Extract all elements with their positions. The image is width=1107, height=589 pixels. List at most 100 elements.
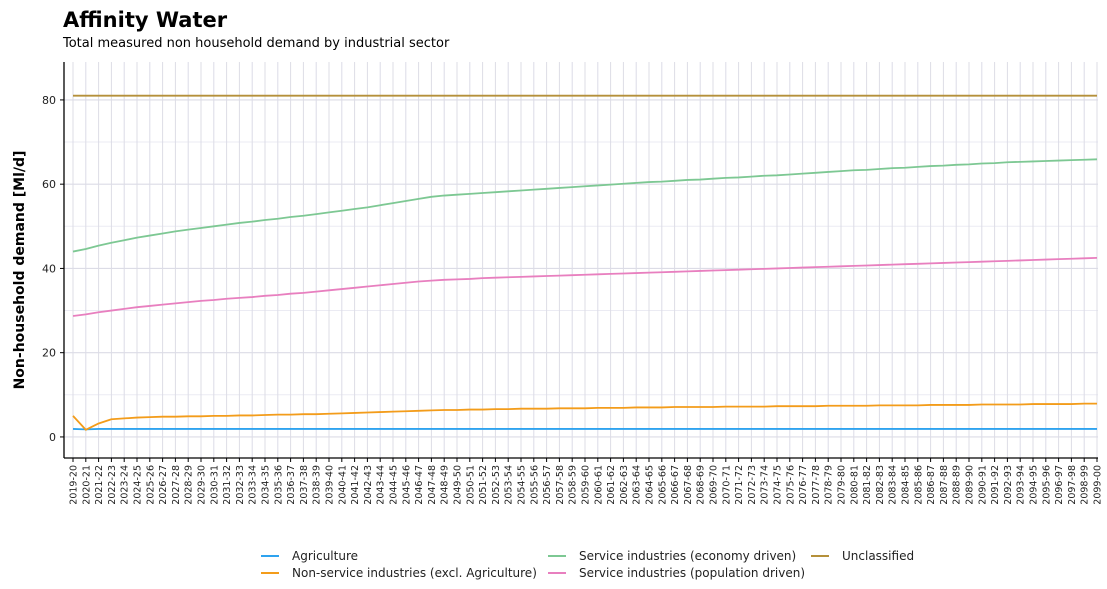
x-tick-label: 2062-63: [619, 465, 630, 505]
x-tick-label: 2020-21: [81, 465, 92, 505]
x-tick-label: 2039-40: [325, 465, 336, 505]
grid: [63, 62, 1098, 459]
x-tick-label: 2040-41: [337, 465, 348, 505]
x-tick-label: 2056-57: [542, 465, 553, 505]
x-tick-label: 2065-66: [657, 465, 668, 505]
x-tick-label: 2081-82: [862, 465, 873, 505]
x-tick-label: 2034-35: [261, 465, 272, 505]
x-tick-label: 2054-55: [517, 465, 528, 505]
series-line: [72, 158, 1098, 253]
y-tick-label: 40: [42, 262, 56, 275]
x-tick-label: 2098-99: [1080, 465, 1091, 505]
x-tick-label: 2079-80: [837, 465, 848, 505]
x-tick-label: 2093-94: [1016, 465, 1027, 505]
x-tick-label: 2078-79: [824, 465, 835, 505]
x-tick-label: 2041-42: [350, 465, 361, 505]
x-tick-label: 2045-46: [401, 465, 412, 505]
x-tick-label: 2030-31: [209, 465, 220, 505]
x-tick-label: 2033-34: [248, 465, 259, 505]
x-tick-label: 2071-72: [734, 465, 745, 505]
chart-title: Affinity Water: [63, 8, 228, 32]
x-tick-label: 2048-49: [440, 465, 451, 505]
x-tick-label: 2024-25: [133, 465, 144, 505]
x-tick-label: 2092-93: [1003, 465, 1014, 505]
x-tick-label: 2049-50: [453, 465, 464, 505]
x-tick-label: 2073-74: [760, 465, 771, 505]
x-tick-label: 2067-68: [683, 465, 694, 505]
x-tick-label: 2044-45: [389, 465, 400, 505]
x-tick-label: 2063-64: [632, 465, 643, 505]
y-tick-label: 20: [42, 347, 56, 360]
x-tick-label: 2060-61: [593, 465, 604, 505]
x-tick-label: 2057-58: [555, 465, 566, 505]
legend-label: Unclassified: [842, 549, 914, 563]
x-tick-label: 2058-59: [568, 465, 579, 505]
x-tick-label: 2097-98: [1067, 465, 1078, 505]
x-tick-label: 2035-36: [273, 465, 284, 505]
x-tick-label: 2099-00: [1093, 465, 1104, 505]
x-tick-label: 2052-53: [491, 465, 502, 505]
x-tick-label: 2086-87: [926, 465, 937, 505]
legend: Agriculture Non-service industries (excl.…: [261, 549, 914, 580]
x-tick-label: 2055-56: [529, 465, 540, 505]
series-lines: [72, 94, 1098, 431]
x-tick-label: 2074-75: [773, 465, 784, 505]
x-tick-label: 2083-84: [888, 465, 899, 505]
x-tick-label: 2088-89: [952, 465, 963, 505]
x-tick-label: 2038-39: [312, 465, 323, 505]
x-tick-label: 2043-44: [376, 465, 387, 505]
x-tick-label: 2075-76: [785, 465, 796, 505]
x-tick-label: 2095-96: [1041, 465, 1052, 505]
legend-label: Non-service industries (excl. Agricultur…: [292, 566, 537, 580]
legend-label: Service industries (population driven): [579, 566, 805, 580]
x-tick-label: 2021-22: [94, 465, 105, 505]
x-tick-label: 2080-81: [849, 465, 860, 505]
x-tick-label: 2089-90: [965, 465, 976, 505]
x-tick-label: 2091-92: [990, 465, 1001, 505]
x-tick-label: 2047-48: [427, 465, 438, 505]
x-tick-label: 2068-69: [696, 465, 707, 505]
x-tick-label: 2061-62: [606, 465, 617, 505]
x-tick-label: 2082-83: [875, 465, 886, 505]
x-tick-label: 2069-70: [709, 465, 720, 505]
x-tick-label: 2046-47: [414, 465, 425, 505]
y-tick-label: 80: [42, 94, 56, 107]
x-tick-label: 2050-51: [465, 465, 476, 505]
x-tick-label: 2028-29: [184, 465, 195, 505]
x-tick-label: 2019-20: [69, 465, 80, 505]
x-tick-label: 2084-85: [901, 465, 912, 505]
x-tick-label: 2077-78: [811, 465, 822, 505]
x-tick-label: 2064-65: [645, 465, 656, 505]
series-line: [72, 256, 1098, 317]
x-tick-label: 2070-71: [721, 465, 732, 505]
series-line: [72, 402, 1097, 431]
x-tick-label: 2059-60: [581, 465, 592, 505]
x-tick-label: 2036-37: [286, 465, 297, 505]
x-tick-label: 2096-97: [1054, 465, 1065, 505]
x-tick-label: 2042-43: [363, 465, 374, 505]
legend-label: Service industries (economy driven): [579, 549, 796, 563]
x-tick-label: 2025-26: [145, 465, 156, 505]
chart-subtitle: Total measured non household demand by i…: [62, 36, 450, 51]
x-tick-label: 2023-24: [120, 465, 131, 505]
x-tick-label: 2094-95: [1029, 465, 1040, 505]
y-tick-label: 0: [49, 431, 56, 444]
x-tick-label: 2032-33: [235, 465, 246, 505]
x-tick-label: 2051-52: [478, 465, 489, 505]
x-tick-label: 2053-54: [504, 465, 515, 505]
x-axis-ticks: 2019-20 2020-21 2021-22 2022-23 2023-24 2024-…: [69, 458, 1104, 505]
x-tick-label: 2031-32: [222, 465, 233, 505]
x-tick-label: 2027-28: [171, 465, 182, 505]
x-tick-label: 2066-67: [670, 465, 681, 505]
y-axis-label: Non-household demand [Ml/d]: [12, 151, 28, 390]
y-tick-label: 60: [42, 178, 56, 191]
x-tick-label: 2026-27: [158, 465, 169, 505]
x-tick-label: 2090-91: [977, 465, 988, 505]
x-tick-label: 2029-30: [197, 465, 208, 505]
legend-label: Agriculture: [292, 549, 358, 563]
x-tick-label: 2085-86: [913, 465, 924, 505]
x-tick-label: 2072-73: [747, 465, 758, 505]
x-tick-label: 2037-38: [299, 465, 310, 505]
x-tick-label: 2076-77: [798, 465, 809, 505]
